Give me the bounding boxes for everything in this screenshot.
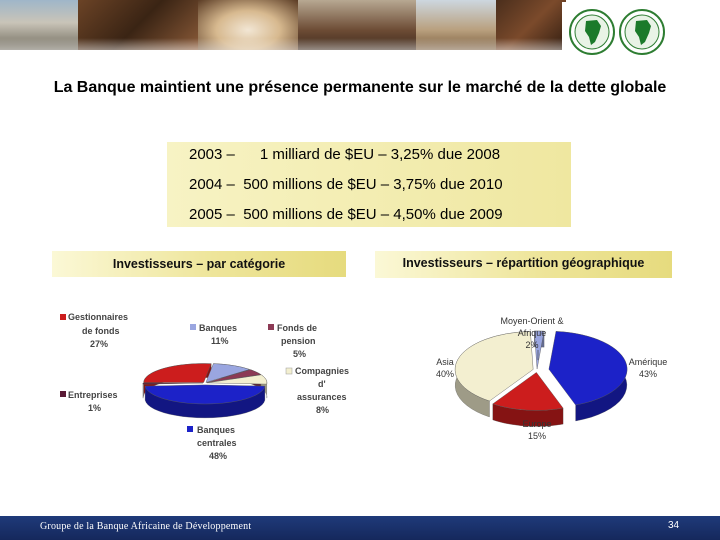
label-moyen-orient-2: Afrique bbox=[518, 328, 547, 338]
label-banques-centrales-2: centrales bbox=[197, 438, 237, 448]
category-pie-chart: Gestionnaires de fonds 27% Banques 11% F… bbox=[60, 312, 349, 461]
legend-marker-compagnies bbox=[285, 367, 293, 375]
label-compagnies-pct: 8% bbox=[316, 405, 329, 415]
label-asia-pct: 40% bbox=[436, 369, 454, 379]
label-moyen-orient: Moyen-Orient & bbox=[500, 316, 563, 326]
investors-by-category-header: Investisseurs – par catégorie bbox=[52, 251, 346, 277]
geography-pie-slice-0 bbox=[534, 330, 545, 370]
geography-pie-slice-2 bbox=[492, 372, 564, 411]
label-compagnies-2: d' bbox=[318, 379, 326, 389]
geography-pie-chart: Moyen-Orient & Afrique 2% Asia 40% Améri… bbox=[436, 316, 667, 441]
geography-pie-slice-3 bbox=[454, 331, 534, 402]
footer-org-name: Groupe de la Banque Africaine de Dévelop… bbox=[40, 521, 252, 532]
label-banques-centrales-pct: 48% bbox=[209, 451, 227, 461]
legend-marker-fonds bbox=[268, 324, 274, 330]
legend-marker-banques-centrales bbox=[187, 426, 193, 432]
label-entreprises: Entreprises bbox=[68, 390, 118, 400]
legend-marker-banques bbox=[190, 324, 196, 330]
label-compagnies: Compagnies bbox=[295, 366, 349, 376]
footer-bar: Groupe de la Banque Africaine de Dévelop… bbox=[0, 516, 720, 540]
label-banques-centrales: Banques bbox=[197, 425, 235, 435]
label-asia: Asia bbox=[436, 357, 454, 367]
label-banques-pct: 11% bbox=[211, 336, 229, 346]
category-pie-slice-3 bbox=[206, 374, 268, 385]
label-amerique: Amérique bbox=[629, 357, 668, 367]
legend-marker-entreprises bbox=[60, 391, 66, 397]
issue-2004: 2004 – 500 millions de $EU – 3,75% due 2… bbox=[189, 176, 503, 193]
label-amerique-pct: 43% bbox=[639, 369, 657, 379]
category-pie-slices bbox=[142, 363, 268, 419]
label-banques: Banques bbox=[199, 323, 237, 333]
label-gestionnaires-pct: 27% bbox=[90, 339, 108, 349]
geography-pie-slice-1 bbox=[548, 331, 628, 406]
label-gestionnaires: Gestionnaires bbox=[68, 312, 128, 322]
legend-marker-gestionnaires bbox=[60, 314, 66, 320]
label-fonds-pct: 5% bbox=[293, 349, 306, 359]
issue-2003: 2003 – 1 milliard de $EU – 3,25% due 200… bbox=[189, 146, 501, 163]
category-pie-slice-0 bbox=[143, 363, 212, 383]
page-number: 34 bbox=[668, 520, 680, 531]
label-europe-pct: 15% bbox=[528, 431, 546, 441]
label-fonds: Fonds de bbox=[277, 323, 317, 333]
label-gestionnaires-2: de fonds bbox=[82, 326, 120, 336]
category-pie-slice-2 bbox=[206, 369, 262, 383]
issue-2005: 2005 – 500 millions de $EU – 4,50% due 2… bbox=[189, 206, 503, 223]
photo-banner bbox=[0, 0, 720, 76]
label-europe: Europe bbox=[522, 419, 551, 429]
label-compagnies-3: assurances bbox=[297, 392, 347, 402]
category-pie-slice-5 bbox=[142, 382, 204, 385]
investors-geography-header: Investisseurs – répartition géographique bbox=[375, 251, 672, 278]
category-pie-slice-1 bbox=[205, 363, 251, 383]
label-fonds-2: pension bbox=[281, 336, 316, 346]
afdb-logo bbox=[562, 2, 674, 74]
geography-pie-slices bbox=[454, 330, 628, 427]
category-pie-slice-4 bbox=[144, 384, 266, 405]
label-moyen-orient-pct: 2% bbox=[525, 340, 538, 350]
slide-title: La Banque maintient une présence permane… bbox=[53, 79, 667, 96]
label-entreprises-pct: 1% bbox=[88, 403, 101, 413]
bond-issues-box: 2003 – 1 milliard de $EU – 3,25% due 200… bbox=[167, 142, 571, 227]
